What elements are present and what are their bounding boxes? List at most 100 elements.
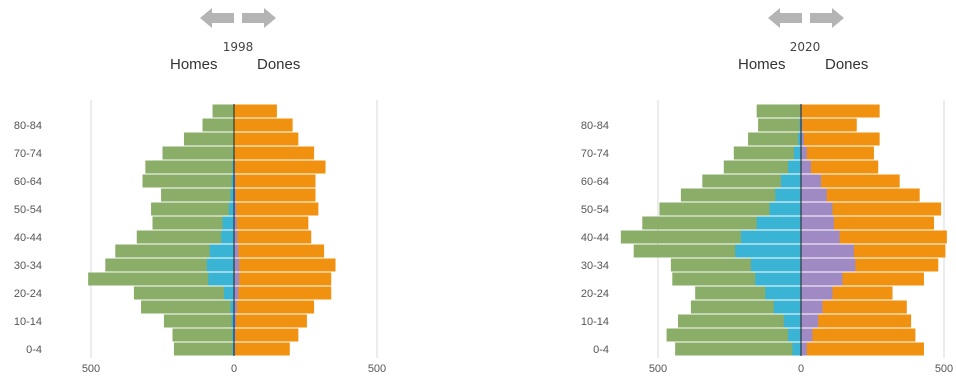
bar-male-inner-25-29: [755, 272, 801, 286]
bar-female-inner-30-34: [801, 258, 856, 272]
bar-female-5-9: [801, 328, 916, 342]
bar-female-inner-60-64: [801, 174, 822, 188]
bar-female-65-69: [234, 160, 326, 174]
y-tick-label: 10-14: [581, 316, 609, 328]
bar-male-inner-45-49: [756, 216, 801, 230]
bar-female-inner-15-19: [801, 300, 823, 314]
y-tick-label: 30-34: [14, 260, 42, 272]
y-tick-label: 50-54: [14, 204, 42, 216]
bar-male-inner-20-24: [223, 286, 234, 300]
bar-male-inner-70-74: [793, 146, 801, 160]
bar-male-inner-15-19: [773, 300, 801, 314]
y-tick-label: 70-74: [14, 148, 42, 160]
bar-male-5-9: [172, 328, 234, 342]
bar-female-75-79: [234, 132, 299, 146]
bar-male-inner-30-34: [750, 258, 801, 272]
bar-female-inner-35-39: [801, 244, 854, 258]
bar-female-20-24: [234, 286, 332, 300]
bar-male-70-74: [162, 146, 234, 160]
bar-female-60-64: [801, 174, 900, 188]
bar-male-35-39: [115, 244, 234, 258]
bar-male-60-64: [702, 174, 801, 188]
bar-male-40-44: [136, 230, 234, 244]
bar-female-30-34: [234, 258, 336, 272]
bar-male-inner-25-29: [208, 272, 234, 286]
bar-male-15-19: [141, 300, 234, 314]
bar-male-10-14: [678, 314, 801, 328]
y-tick-label: 80-84: [14, 120, 42, 132]
bar-male-inner-55-59: [775, 188, 801, 202]
bar-male-0-4: [675, 342, 801, 356]
y-tick-label: 20-24: [14, 288, 42, 300]
bar-female-inner-55-59: [234, 188, 236, 202]
bar-male-80-84: [758, 118, 801, 132]
bar-female-inner-75-79: [801, 132, 804, 146]
bar-female-0-4: [801, 342, 924, 356]
y-tick-label: 70-74: [581, 148, 609, 160]
bar-male-inner-65-69: [232, 160, 234, 174]
bar-male-inner-10-14: [783, 314, 801, 328]
pyramid-panel-1998: 1998 Homes Dones 0-4 10-14 20-24 30-34 40-44…: [14, 6, 386, 375]
bar-female-55-59: [801, 188, 920, 202]
y-tick-label: 10-14: [14, 316, 42, 328]
bar-male-25-29: [88, 272, 234, 286]
bar-male-inner-80-84: [799, 118, 801, 132]
bar-male-15-19: [690, 300, 801, 314]
bar-male-inner-0-4: [792, 342, 801, 356]
bar-female-inner-40-44: [234, 230, 238, 244]
bar-male-45-49: [152, 216, 234, 230]
bar-female-70-74: [801, 146, 874, 160]
bar-female-inner-70-74: [801, 146, 807, 160]
bar-male-65-69: [723, 160, 801, 174]
bar-female-55-59: [234, 188, 316, 202]
bar-female-inner-60-64: [234, 174, 236, 188]
bar-female-inner-45-49: [234, 216, 237, 230]
bar-female-inner-65-69: [801, 160, 812, 174]
bar-female-inner-50-54: [801, 202, 833, 216]
bar-female-45-49: [801, 216, 934, 230]
bar-male-0-4: [173, 342, 234, 356]
chart-title: 2020: [789, 40, 821, 54]
chart-title: 1998: [222, 40, 254, 54]
bar-male-inner-35-39: [209, 244, 234, 258]
x-tick-label: 0: [798, 363, 804, 375]
bar-male-inner-60-64: [231, 174, 234, 188]
bar-male-20-24: [133, 286, 234, 300]
bar-female-inner-5-9: [234, 328, 236, 342]
bar-female-50-54: [234, 202, 319, 216]
y-tick-label: 0-4: [593, 344, 609, 356]
bar-female-inner-10-14: [801, 314, 819, 328]
year-navigation-2020: [766, 6, 846, 30]
bar-female-inner-45-49: [801, 216, 834, 230]
bar-female-45-49: [234, 216, 309, 230]
bar-female-inner-5-9: [801, 328, 813, 342]
bar-female-inner-15-19: [234, 300, 237, 314]
y-tick-label: 60-64: [14, 176, 42, 188]
arrow-right-icon[interactable]: [810, 8, 844, 28]
y-tick-label: 40-44: [14, 232, 42, 244]
x-tick-label: 500: [368, 363, 386, 375]
bar-female-70-74: [234, 146, 315, 160]
arrow-right-icon[interactable]: [242, 8, 276, 28]
x-tick-label: 500: [82, 363, 100, 375]
bar-male-inner-40-44: [740, 230, 801, 244]
bar-male-50-54: [151, 202, 234, 216]
year-navigation-1998: [198, 6, 278, 30]
bar-male-50-54: [659, 202, 801, 216]
y-tick-label: 20-24: [581, 288, 609, 300]
bar-male-inner-75-79: [798, 132, 801, 146]
bar-male-80-84: [202, 118, 234, 132]
bar-female-85+: [234, 104, 277, 118]
y-tick-label: 80-84: [581, 120, 609, 132]
arrow-left-icon[interactable]: [768, 8, 802, 28]
bar-female-60-64: [234, 174, 316, 188]
arrow-left-icon[interactable]: [200, 8, 234, 28]
bar-female-80-84: [234, 118, 293, 132]
bar-male-inner-50-54: [228, 202, 234, 216]
bar-male-70-74: [733, 146, 801, 160]
x-tick-label: 0: [231, 363, 237, 375]
bar-female-inner-25-29: [801, 272, 843, 286]
bar-male-75-79: [183, 132, 234, 146]
bar-male-10-14: [163, 314, 234, 328]
bar-female-50-54: [801, 202, 942, 216]
